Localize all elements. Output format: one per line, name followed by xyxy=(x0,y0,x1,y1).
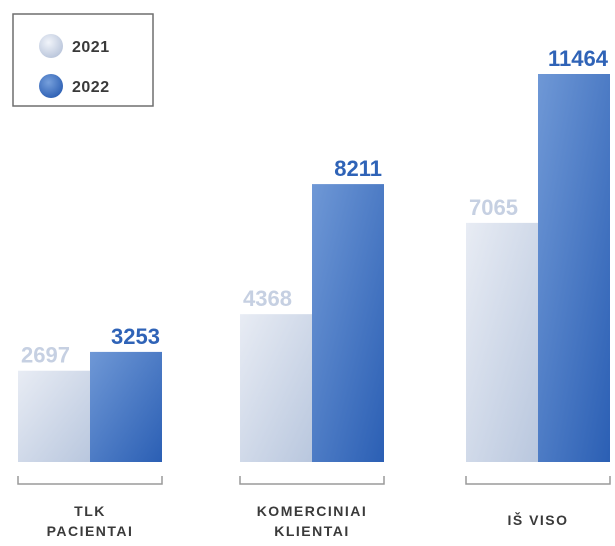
bar-i-viso-2022 xyxy=(538,74,610,462)
legend-swatch-2021 xyxy=(39,34,63,58)
value-label-i-viso-2021: 7065 xyxy=(469,195,518,220)
category-label-tlk-pacientai-line-1: TLK xyxy=(74,503,106,519)
legend-label-2021: 2021 xyxy=(72,39,110,56)
category-labels-layer: TLK PACIENTAI KOMERCINIAI KLIENTAI IŠ VISO xyxy=(17,476,611,539)
bracket-i-viso xyxy=(465,476,611,485)
value-label-i-viso-2022: 11464 xyxy=(548,46,609,71)
category-label-i-viso-line-1: IŠ VISO xyxy=(507,511,568,528)
legend-label-2022: 2022 xyxy=(72,79,110,96)
bracket-komerciniai-klientai xyxy=(239,476,385,485)
bar-i-viso-2021 xyxy=(466,222,538,462)
legend-swatch-2022 xyxy=(39,74,63,98)
legend: 2021 2022 xyxy=(12,13,154,107)
value-label-tlk-pacientai-2022: 3253 xyxy=(111,324,160,349)
value-labels-layer: 2697 3253 4368 8211 7065 11464 xyxy=(21,46,609,368)
bracket-tlk-pacientai xyxy=(17,476,163,485)
value-label-tlk-pacientai-2021: 2697 xyxy=(21,343,70,368)
category-label-komerciniai-klientai-line-2: KLIENTAI xyxy=(274,523,350,539)
bar-komerciniai-klientai-2022 xyxy=(312,184,384,462)
category-label-komerciniai-klientai-line-1: KOMERCINIAI xyxy=(257,503,368,519)
bar-tlk-pacientai-2021 xyxy=(18,370,90,462)
legend-box xyxy=(12,13,154,107)
bar-komerciniai-klientai-2021 xyxy=(240,314,312,462)
category-label-tlk-pacientai-line-2: PACIENTAI xyxy=(47,523,134,539)
bar-tlk-pacientai-2022 xyxy=(90,351,162,462)
value-label-komerciniai-klientai-2021: 4368 xyxy=(243,286,292,311)
value-label-komerciniai-klientai-2022: 8211 xyxy=(334,156,382,181)
bars-layer xyxy=(18,74,610,462)
